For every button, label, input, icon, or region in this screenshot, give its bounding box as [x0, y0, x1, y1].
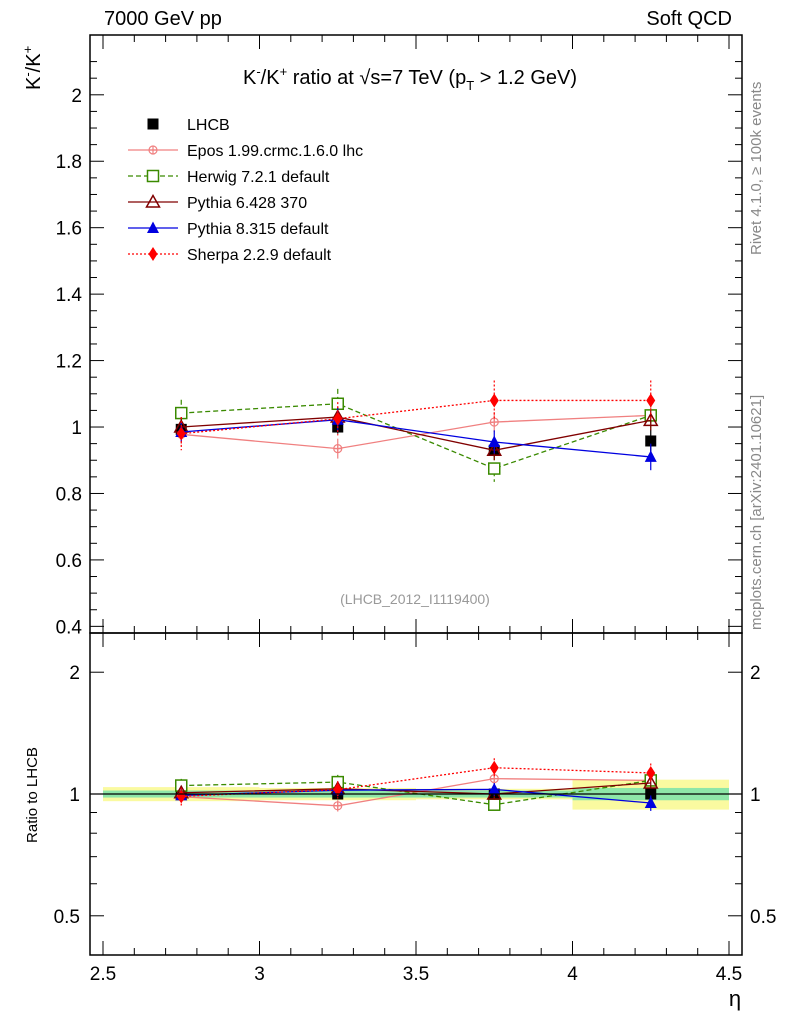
- series-line: [181, 399, 651, 435]
- series-pythia6: [173, 407, 659, 461]
- data-point: [488, 782, 501, 795]
- data-point: [646, 765, 656, 780]
- series-line: [181, 416, 651, 451]
- analysis-tag: (LHCB_2012_I1119400): [340, 591, 490, 607]
- y-tick-label: 0.8: [56, 484, 82, 505]
- y-tick-label: 1.2: [56, 352, 82, 373]
- x-tick-label: 2.5: [90, 964, 116, 985]
- y-tick-label: 0.4: [56, 617, 83, 638]
- legend-item: Sherpa 2.2.9 default: [128, 247, 332, 264]
- data-point: [488, 462, 501, 475]
- series-line: [181, 788, 651, 804]
- series-line: [181, 782, 651, 795]
- data-point-cross: [333, 801, 342, 810]
- data-point: [333, 411, 343, 426]
- legend-item: LHCB: [147, 117, 230, 134]
- data-point: [333, 444, 343, 454]
- data-point: [646, 393, 656, 408]
- ratio-y-tick-label: 2: [69, 663, 80, 684]
- legend-marker: [147, 118, 159, 130]
- ratio-y-label: Ratio to LHCB: [24, 747, 41, 843]
- ratio-y-tick-label: 1: [69, 785, 80, 806]
- y-tick-label: 1.6: [56, 219, 82, 240]
- series-line: [181, 767, 651, 797]
- legend-label: LHCB: [187, 117, 230, 134]
- legend-marker: [146, 169, 160, 183]
- data-point: [642, 774, 659, 789]
- series-line: [181, 414, 651, 450]
- data-point-cross: [490, 418, 499, 427]
- data-point: [176, 426, 186, 441]
- ratio-y-tick-label-right: 2: [750, 663, 761, 684]
- header-left: 7000 GeV pp: [104, 8, 222, 30]
- main-series: [173, 380, 659, 482]
- data-point: [175, 406, 188, 420]
- series-line: [181, 403, 651, 470]
- legend-label: Herwig 7.2.1 default: [187, 169, 330, 186]
- ratio-y-tick-label: 0.5: [54, 907, 80, 928]
- data-point: [488, 435, 501, 447]
- y-axis-label: K-/K+: [20, 46, 45, 90]
- chart-title: K-/K+ ratio at √s=7 TeV (pT > 1.2 GeV): [243, 64, 577, 93]
- y-tick-label: 1: [71, 418, 82, 439]
- legend-item: Pythia 8.315 default: [128, 221, 329, 238]
- data-point: [642, 412, 659, 427]
- data-point: [644, 450, 657, 462]
- x-tick-label: 3.5: [403, 964, 429, 985]
- data-point: [488, 798, 501, 811]
- y-tick-label: 1.4: [56, 285, 83, 306]
- data-point: [333, 782, 343, 797]
- series-sherpa-ratio: [176, 758, 656, 806]
- data-point: [644, 796, 657, 809]
- data-point-cross: [333, 444, 342, 453]
- data-point: [489, 393, 499, 408]
- x-tick-label: 4: [567, 964, 578, 985]
- axes: 2.5 3 3.5 4 4.5 0.4 0.6 0.8 1 1.2 1.4 1.6 1.8 2 0.5 0.5…: [54, 34, 776, 985]
- y-tick-label: 0.6: [56, 551, 82, 572]
- series-sherpa: [176, 380, 656, 451]
- legend: LHCB Epos 1.99.crmc.1.6.0 lhc Herwig 7.2.1…: [128, 117, 363, 264]
- legend-marker: [145, 193, 161, 208]
- legend-label: Epos 1.99.crmc.1.6.0 lhc: [187, 143, 363, 160]
- series-line: [181, 777, 651, 807]
- legend-label: Sherpa 2.2.9 default: [187, 247, 332, 264]
- data-point: [486, 442, 503, 457]
- header-right: Soft QCD: [646, 8, 732, 30]
- legend-label: Pythia 8.315 default: [187, 221, 329, 238]
- data-point: [489, 760, 499, 775]
- data-point: [176, 789, 186, 804]
- x-tick-label: 4.5: [716, 964, 742, 985]
- legend-item: Epos 1.99.crmc.1.6.0 lhc: [128, 143, 363, 160]
- x-axis-label: η: [729, 986, 741, 1011]
- data-point: [333, 801, 343, 811]
- legend-marker-cross: [149, 146, 157, 154]
- y-tick-label: 2: [71, 86, 82, 107]
- ratio-y-tick-label-right: 1: [750, 785, 761, 806]
- legend-label: Pythia 6.428 370: [187, 195, 307, 212]
- legend-marker: [148, 247, 158, 261]
- svg-text:K-/K+: K-/K+: [20, 46, 45, 90]
- series-pythia8: [175, 408, 657, 471]
- x-tick-label: 3: [254, 964, 265, 985]
- legend-item: Pythia 6.428 370: [128, 193, 307, 212]
- data-point: [489, 417, 499, 427]
- legend-marker: [148, 145, 158, 155]
- data-point: [645, 435, 657, 447]
- ratio-y-tick-label-right: 0.5: [750, 907, 776, 928]
- legend-marker: [147, 221, 159, 233]
- legend-item: Herwig 7.2.1 default: [128, 169, 330, 186]
- y-tick-label: 1.8: [56, 152, 82, 173]
- series-line: [181, 419, 651, 458]
